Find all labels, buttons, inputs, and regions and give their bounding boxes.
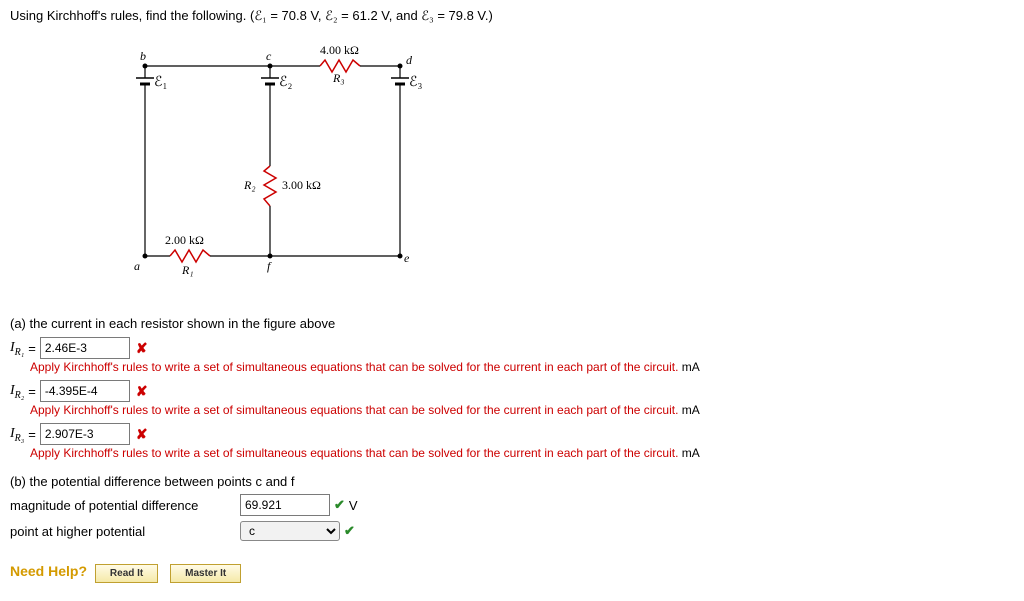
e1-lhs: ℰ₁: [254, 8, 266, 23]
svg-text:4.00 kΩ: 4.00 kΩ: [320, 43, 359, 57]
hint-r2: Apply Kirchhoff's rules to write a set o…: [30, 403, 678, 417]
circuit-figure: b c d 4.00 kΩ R₃ ℰ₁ ℰ₂ ℰ₃ R₂ 3.00 kΩ 2.0…: [120, 36, 440, 296]
answer-r3-block: IR₃ = ✘ Apply Kirchhoff's rules to write…: [10, 423, 1014, 460]
question-text: Using Kirchhoff's rules, find the follow…: [10, 8, 1014, 24]
check-icon: ✔: [344, 523, 355, 539]
eq-sign: =: [28, 341, 36, 356]
unit-r2: mA: [682, 403, 700, 417]
higher-point-select[interactable]: c: [240, 521, 340, 541]
eq-sign: =: [28, 384, 36, 399]
hint-r1: Apply Kirchhoff's rules to write a set o…: [30, 360, 678, 374]
ir2-sub: R₂: [15, 390, 25, 401]
cross-icon: ✘: [136, 426, 148, 443]
master-it-button[interactable]: Master It: [170, 564, 241, 583]
cross-icon: ✘: [136, 340, 148, 357]
svg-text:2.00 kΩ: 2.00 kΩ: [165, 233, 204, 247]
circuit-svg: b c d 4.00 kΩ R₃ ℰ₁ ℰ₂ ℰ₃ R₂ 3.00 kΩ 2.0…: [120, 36, 440, 296]
svg-text:ℰ₂: ℰ₂: [279, 75, 292, 90]
question-prefix: Using Kirchhoff's rules, find the follow…: [10, 8, 254, 23]
check-icon: ✔: [334, 497, 345, 513]
unit-r1: mA: [682, 360, 700, 374]
part-a-prompt: (a) the current in each resistor shown i…: [10, 316, 1014, 331]
read-it-button[interactable]: Read It: [95, 564, 158, 583]
svg-text:b: b: [140, 49, 146, 63]
answer-r1-block: IR₁ = ✘ Apply Kirchhoff's rules to write…: [10, 337, 1014, 374]
svg-text:R₁: R₁: [181, 263, 194, 277]
hint-r3: Apply Kirchhoff's rules to write a set o…: [30, 446, 678, 460]
e1-rhs: = 70.8 V,: [267, 8, 325, 23]
higher-point-label: point at higher potential: [10, 524, 240, 539]
answer-r1-input[interactable]: [40, 337, 130, 359]
svg-text:R₃: R₃: [332, 71, 345, 85]
answer-r2-block: IR₂ = ✘ Apply Kirchhoff's rules to write…: [10, 380, 1014, 417]
ir1-sub: R₁: [15, 347, 25, 358]
answer-r3-input[interactable]: [40, 423, 130, 445]
magnitude-unit: V: [349, 498, 358, 513]
need-help-title: Need Help?: [10, 563, 87, 579]
e3-rhs: = 79.8 V.): [434, 8, 493, 23]
answer-r2-input[interactable]: [40, 380, 130, 402]
part-b-prompt: (b) the potential difference between poi…: [10, 474, 1014, 489]
svg-text:R₂: R₂: [243, 178, 256, 192]
magnitude-label: magnitude of potential difference: [10, 498, 240, 513]
svg-text:c: c: [266, 49, 272, 63]
need-help-section: Need Help? Read It Master It: [10, 563, 1014, 583]
e3-lhs: ℰ₃: [421, 8, 433, 23]
magnitude-input[interactable]: [240, 494, 330, 516]
svg-text:d: d: [406, 53, 413, 67]
svg-text:ℰ₁: ℰ₁: [154, 75, 167, 90]
e2-rhs: = 61.2 V, and: [338, 8, 422, 23]
unit-r3: mA: [682, 446, 700, 460]
svg-text:f: f: [267, 259, 272, 273]
ir3-sub: R₃: [15, 433, 25, 444]
cross-icon: ✘: [136, 383, 148, 400]
eq-sign: =: [28, 427, 36, 442]
e2-lhs: ℰ₂: [325, 8, 337, 23]
svg-text:a: a: [134, 259, 140, 273]
svg-text:3.00 kΩ: 3.00 kΩ: [282, 178, 321, 192]
svg-text:e: e: [404, 251, 410, 265]
svg-text:ℰ₃: ℰ₃: [409, 75, 422, 90]
